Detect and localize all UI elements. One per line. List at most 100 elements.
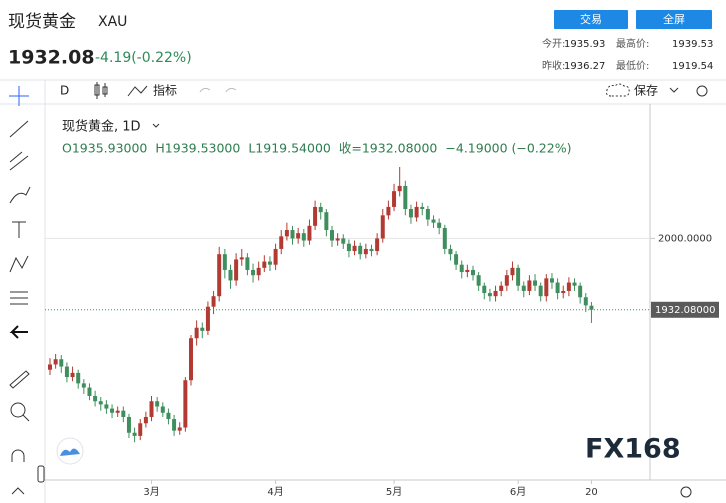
candle-body [138,423,143,436]
fullscreen-button[interactable] [636,10,712,29]
candle-body [335,238,340,241]
candle-body [561,290,566,294]
candle-body [262,261,267,268]
ohlc-legend-value: −4.19000 (−0.22%) [445,141,571,156]
candle-body [183,380,188,428]
candle-body [555,282,560,294]
trade-button-label[interactable]: 交易 [580,12,602,26]
candle-body [431,219,436,223]
candle-body [132,432,137,436]
candle-body [493,290,498,297]
save-menu-arrow[interactable] [669,87,679,93]
chart-title: 现货黄金, 1D [62,119,141,135]
candle-body [143,416,148,424]
ohlc-legend-value: 收=1932.08000 [339,141,438,156]
candle-body [510,267,515,276]
ohlc-legend-value: O1935.93000 [62,141,147,156]
y-tick-label: 2000.0000 [658,233,712,244]
x-tick-label: 20 [585,487,598,498]
candle-body [538,285,543,297]
undo-redo-icon[interactable] [199,87,237,93]
price-change: -4.19(-0.22%) [95,50,192,66]
watermark: FX168 [585,434,681,465]
save-button[interactable]: 保存 [634,84,658,98]
drawing-tools[interactable] [9,120,45,495]
candle-body [301,233,306,241]
candle-body [454,254,459,265]
axis-settings-icon[interactable] [680,486,692,498]
candle-body [70,372,75,378]
candle-body [81,383,86,388]
cloud-icon[interactable] [606,83,630,97]
candle-body [504,275,509,286]
candle-body [549,278,554,283]
candle-body [324,212,329,231]
candle-body [256,267,261,276]
candle-body [437,222,442,228]
candle-body [589,305,594,310]
candle-body [166,412,171,420]
candle-body [330,230,334,241]
stat-value: 1936.27 [564,61,605,72]
candle-body [566,282,571,291]
candle-body [318,206,323,213]
candle-body [369,248,374,252]
ohlc-legend-value: L1919.54000 [248,141,331,156]
stat-label: 最高价: [616,37,649,50]
candle-body [155,401,160,407]
settings-icon[interactable] [696,85,708,97]
candle-body [245,257,250,270]
candle-body [544,278,549,297]
interval-button[interactable]: D [60,84,69,98]
candle-body [177,427,182,431]
candle-body [126,416,131,433]
last-price-box [651,301,719,318]
candle-body [273,248,278,265]
candle-body [499,285,504,291]
crosshair-tool[interactable] [9,86,29,106]
candle-body [516,267,521,286]
fullscreen-button-label[interactable]: 全屏 [663,12,685,26]
candle-body [194,327,199,339]
candle-body [476,275,481,286]
candle-body [76,372,81,384]
stat-label: 昨收: [542,59,565,72]
trade-button[interactable] [554,10,628,29]
candle-body [104,404,109,409]
candle-body [403,185,408,210]
candle-body [397,185,402,192]
candle-body [290,230,295,239]
candle-body [448,248,453,255]
candle-body [296,233,301,239]
stat-label: 今开: [542,37,565,50]
stat-value: 1919.54 [672,61,713,72]
candle-body [160,406,165,413]
candle-body [93,395,98,402]
candle-body [521,285,526,291]
candle-body [352,245,357,252]
x-tick-label: 5月 [386,486,402,498]
candle-body [251,269,256,276]
instrument-name: 现货黄金 [8,12,76,32]
candle-body [217,254,222,297]
logo-badge [56,437,84,465]
candle-body [228,269,233,281]
candle-body [346,243,351,252]
candle-body [53,359,58,365]
x-tick-label: 4月 [267,486,283,498]
candle-body [375,238,380,252]
title-menu-arrow[interactable] [152,123,160,128]
candle-type-icon[interactable] [94,82,108,99]
candle-body [527,280,532,291]
candle-body [189,338,193,381]
candle-body [110,408,115,413]
candle-body [471,269,475,276]
stat-value: 1939.53 [672,39,713,50]
candle-body [408,209,413,218]
indicator-icon[interactable] [127,85,148,97]
candle-body [172,419,177,431]
candle-body [239,257,244,260]
indicators-button[interactable]: 指标 [153,83,177,98]
instrument-symbol: XAU [98,14,127,30]
